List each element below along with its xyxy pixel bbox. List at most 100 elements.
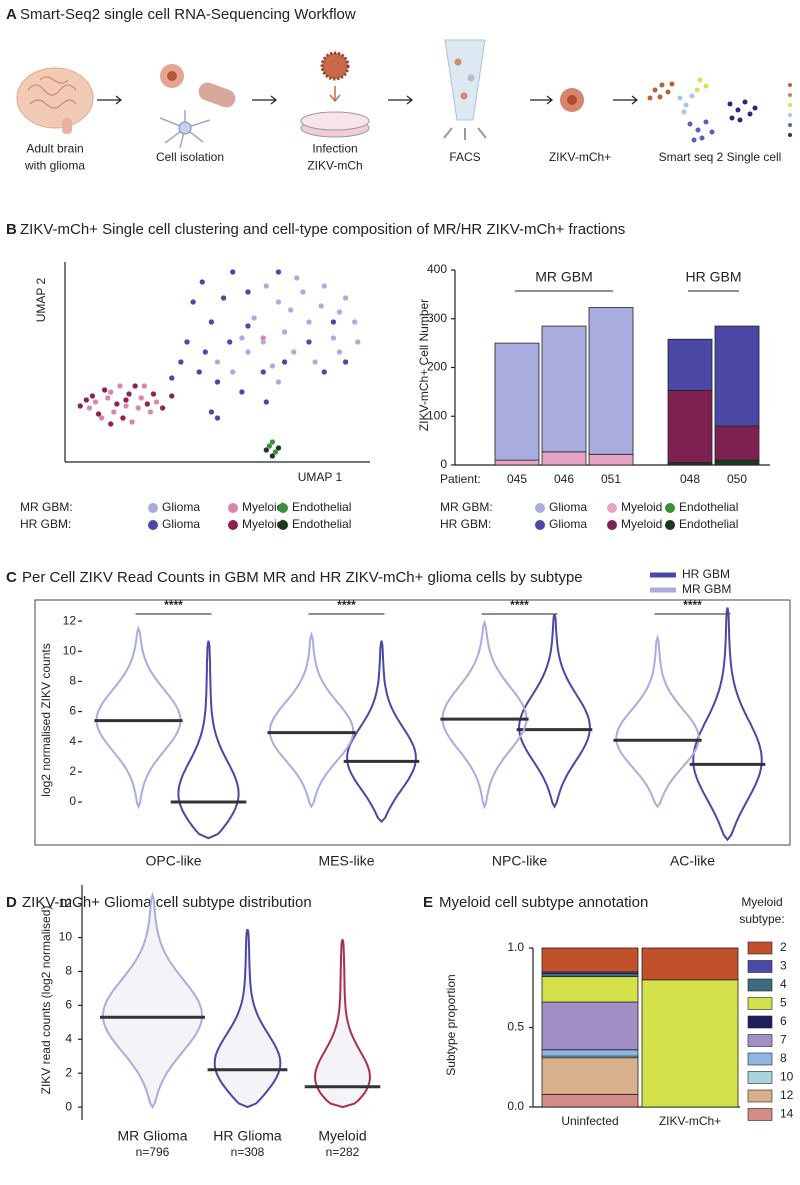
y-tick-label: 10	[63, 643, 77, 657]
point	[116, 383, 123, 389]
violin	[518, 613, 591, 809]
y-tick-label: 8	[65, 964, 72, 978]
legend-title: subtype:	[739, 912, 784, 926]
significance-label: ****	[510, 598, 529, 612]
point	[306, 319, 312, 325]
legend-swatch	[747, 1071, 773, 1084]
point	[135, 405, 142, 411]
legend-label: Myeloid	[242, 500, 283, 514]
x-tick-sublabel: n=308	[231, 1145, 265, 1159]
point	[275, 445, 282, 451]
panel-letter: B	[6, 221, 17, 238]
point	[98, 415, 105, 421]
point	[263, 283, 270, 289]
point	[119, 415, 126, 421]
legend-swatch	[665, 520, 675, 530]
point	[266, 443, 273, 449]
cluster-key	[788, 83, 792, 137]
y-tick-label: 0.5	[507, 1020, 524, 1034]
y-tick-label: 100	[427, 408, 447, 422]
x-tick-label: Myeloid	[318, 1128, 366, 1144]
legend-swatch	[148, 503, 158, 513]
bar-segment	[667, 390, 713, 463]
bar-segment	[714, 459, 760, 466]
cluster-icon	[677, 93, 695, 115]
facs-tube	[444, 39, 486, 121]
cell-nucleus	[167, 71, 177, 81]
violin	[177, 640, 240, 840]
significance-label: ****	[164, 598, 183, 612]
violin	[441, 619, 528, 810]
point	[260, 335, 267, 341]
legend-group: HR GBM:	[20, 517, 71, 531]
point	[123, 403, 129, 409]
legend-label: Glioma	[162, 517, 200, 531]
y-tick-label: 6	[69, 704, 76, 718]
legend-label: Endothelial	[679, 517, 738, 531]
legend-swatch	[747, 1015, 773, 1029]
bar-segment	[494, 459, 540, 466]
legend-label: 12	[780, 1088, 794, 1102]
cell-icon	[198, 82, 236, 108]
x-tick-label: Uninfected	[561, 1114, 618, 1128]
point	[144, 401, 151, 407]
legend-label: 2	[780, 940, 787, 954]
point	[293, 275, 300, 281]
violin	[692, 607, 763, 842]
legend-swatch	[665, 503, 675, 513]
y-tick-label: 0	[440, 457, 447, 471]
point	[321, 369, 328, 375]
point	[287, 307, 294, 313]
point	[351, 319, 358, 325]
point	[245, 349, 251, 355]
workflow-icons	[16, 39, 792, 149]
x-tick-label: OPC-like	[145, 853, 201, 869]
legend-group: MR GBM:	[440, 500, 493, 514]
legend-label: 10	[780, 1070, 794, 1084]
panel-c-frame	[34, 599, 791, 846]
point	[275, 299, 282, 305]
group-label: HR GBM	[686, 269, 742, 285]
x-tick-label: AC-like	[670, 853, 715, 869]
x-axis-label: UMAP 1	[298, 470, 343, 484]
bar-segment	[541, 451, 587, 466]
legend-swatch	[747, 1034, 773, 1047]
point	[229, 269, 236, 275]
legend-label: 5	[780, 996, 787, 1010]
step-label: with glioma	[24, 159, 85, 173]
legend-label: Endothelial	[292, 500, 351, 514]
violin	[615, 634, 700, 809]
point	[138, 395, 145, 401]
violin	[213, 928, 282, 1109]
point	[269, 439, 276, 445]
point	[229, 369, 236, 375]
bar-segment	[641, 947, 739, 981]
bar-segment	[541, 973, 639, 978]
step-label: Adult brain	[26, 142, 83, 156]
y-tick-label: 200	[427, 360, 447, 374]
x-tick-sublabel: n=796	[136, 1145, 170, 1159]
legend-label: Glioma	[162, 500, 200, 514]
point	[208, 409, 215, 415]
y-axis-label: ZIKV read counts (log2 normalised)	[39, 906, 53, 1095]
y-tick-label: 8	[69, 674, 76, 688]
legend-swatch	[747, 941, 773, 955]
point	[275, 269, 282, 275]
violin	[346, 640, 417, 824]
point	[196, 369, 203, 375]
y-tick-label: 12	[63, 613, 77, 627]
point	[129, 419, 136, 425]
group-label: MR GBM	[535, 269, 593, 285]
legend-title: Myeloid	[741, 895, 782, 909]
brain-stem	[62, 118, 72, 134]
legend-label: Glioma	[549, 517, 587, 531]
y-axis-label: log2 normalised ZIKV counts	[39, 643, 53, 796]
cluster-icon	[687, 119, 715, 143]
point	[168, 375, 175, 381]
panel-title: ZIKV-mCh+ Single cell clustering and cel…	[20, 221, 625, 238]
legend-swatch	[535, 503, 545, 513]
point	[306, 339, 312, 345]
point	[168, 393, 175, 399]
cluster-icon	[727, 99, 758, 123]
